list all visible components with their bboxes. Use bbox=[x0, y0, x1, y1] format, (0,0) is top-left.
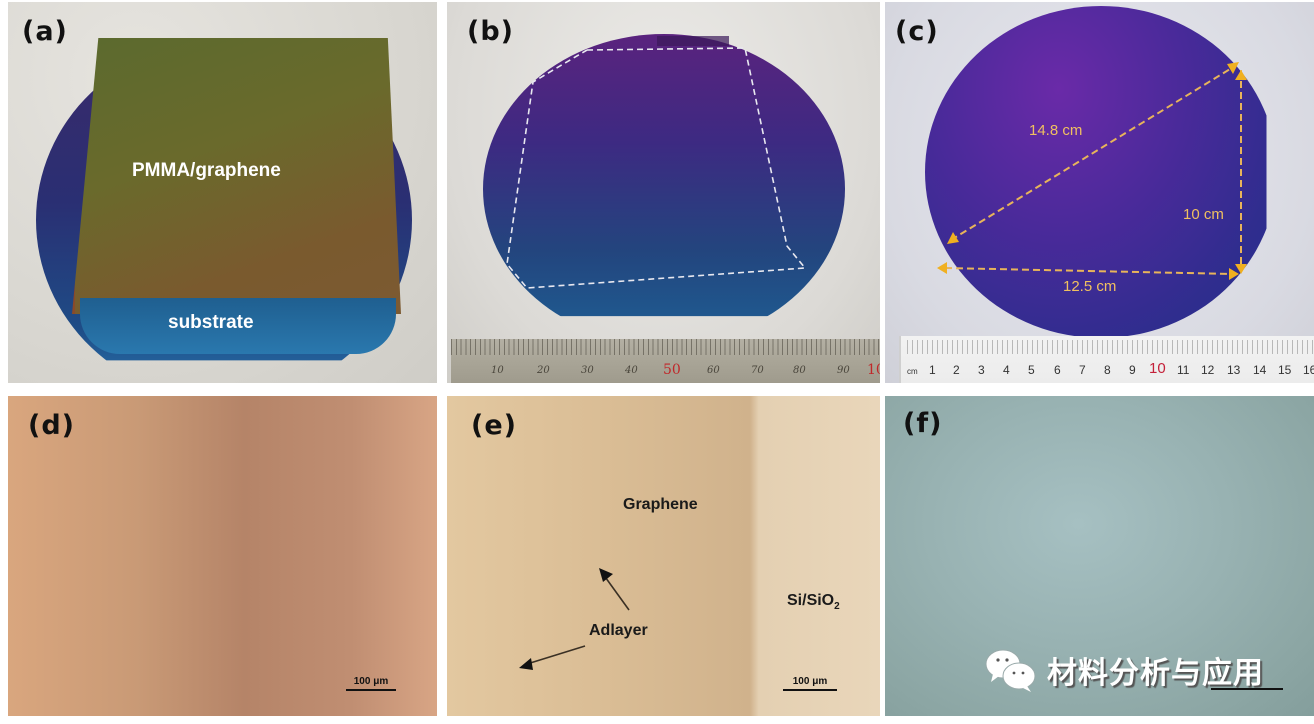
ruler-number: 9 bbox=[1129, 363, 1136, 377]
annotation-adlayer: Adlayer bbox=[589, 622, 648, 639]
arrowhead-icon bbox=[1235, 264, 1247, 274]
ruler-number-highlight: 50 bbox=[663, 362, 681, 378]
ruler-number: 20 bbox=[537, 365, 550, 376]
ruler-number: 4 bbox=[1003, 363, 1010, 377]
arrowhead-icon bbox=[599, 568, 613, 582]
ruler-number: 14 bbox=[1253, 363, 1267, 377]
watermark-text: 材料分析与应用 bbox=[1047, 657, 1264, 690]
scale-bar-label: 100 μm bbox=[353, 676, 389, 687]
panel-label: (a) bbox=[22, 16, 68, 47]
wafer bbox=[925, 6, 1267, 338]
ruler-number: 30 bbox=[581, 365, 594, 376]
wechat-icon bbox=[985, 649, 1036, 692]
ruler-ticks bbox=[451, 339, 880, 355]
ruler-number: 1 bbox=[929, 363, 936, 377]
panel-f: (f) 材料分析与应用 bbox=[885, 396, 1314, 716]
arrowhead-icon bbox=[1229, 268, 1239, 280]
panel-d: (d) 100 μm bbox=[8, 396, 437, 716]
ruler: cm 1 2 3 4 5 6 7 8 9 10 11 12 13 14 15 1… bbox=[899, 336, 1314, 383]
ruler-number: 12 bbox=[1201, 363, 1215, 377]
dimension-height: 10 cm bbox=[1183, 206, 1224, 223]
annotation-graphene: Graphene bbox=[623, 496, 698, 513]
ruler-number-highlight: 10 bbox=[867, 362, 880, 378]
panel-label: (e) bbox=[471, 410, 517, 441]
annotation-pmma-graphene: PMMA/graphene bbox=[132, 160, 281, 181]
arrowhead-icon bbox=[947, 232, 959, 244]
ruler-number: 5 bbox=[1028, 363, 1035, 377]
watermark: 材料分析与应用 bbox=[985, 648, 1264, 692]
panel-label: (d) bbox=[28, 410, 76, 441]
arrowhead-icon bbox=[1227, 62, 1239, 74]
panel-a: (a) PMMA/graphene substrate bbox=[8, 2, 437, 383]
ruler-number: 70 bbox=[751, 365, 764, 376]
scale-bar-line bbox=[346, 689, 396, 691]
ruler-number: 13 bbox=[1227, 363, 1241, 377]
arrowhead-icon bbox=[937, 262, 947, 274]
ruler-ticks bbox=[907, 340, 1314, 354]
annotation-substrate: substrate bbox=[168, 312, 254, 333]
scale-bar: 100 μm bbox=[346, 676, 396, 691]
ruler-unit: cm bbox=[907, 367, 918, 376]
ruler-number: 6 bbox=[1054, 363, 1061, 377]
ruler-number: 15 bbox=[1278, 363, 1292, 377]
scale-bar-line bbox=[1211, 688, 1283, 690]
ruler-number: 7 bbox=[1079, 363, 1086, 377]
scale-bar-label: 100 μm bbox=[792, 676, 828, 687]
arrowhead-icon bbox=[519, 658, 533, 670]
ruler-number: 80 bbox=[793, 365, 806, 376]
metal-ruler: 10 20 30 40 50 60 70 80 90 10 bbox=[451, 339, 880, 383]
substrate-region bbox=[80, 298, 396, 354]
panel-c: 14.8 cm 10 cm 12.5 cm cm 1 2 3 4 5 6 7 8… bbox=[885, 2, 1314, 383]
ruler-number-highlight: 10 bbox=[1149, 360, 1166, 377]
pmma-graphene-film bbox=[72, 38, 401, 314]
scale-bar: 100 μm bbox=[783, 676, 837, 691]
panel-label: (b) bbox=[467, 16, 515, 47]
ruler-number: 90 bbox=[837, 365, 850, 376]
ruler-number: 2 bbox=[953, 363, 960, 377]
ruler-number: 40 bbox=[625, 365, 638, 376]
arrowhead-icon bbox=[1235, 70, 1247, 80]
dashed-outline bbox=[506, 36, 807, 289]
ruler-number: 60 bbox=[707, 365, 720, 376]
ruler-number: 16 bbox=[1303, 363, 1314, 377]
panel-label: (c) bbox=[895, 16, 939, 47]
wafer bbox=[483, 34, 845, 317]
ruler-number: 10 bbox=[491, 365, 504, 376]
scale-bar-line bbox=[783, 689, 837, 691]
dimension-diagonal: 14.8 cm bbox=[1029, 122, 1083, 139]
ruler-number: 8 bbox=[1104, 363, 1111, 377]
ruler-number: 3 bbox=[978, 363, 985, 377]
ruler-number: 11 bbox=[1177, 363, 1190, 377]
panel-b: 10 20 30 40 50 60 70 80 90 10 (b) bbox=[447, 2, 880, 383]
dimension-width: 12.5 cm bbox=[1063, 278, 1117, 295]
panel-label: (f) bbox=[903, 408, 943, 439]
annotation-si-sio2: Si/SiO2 bbox=[787, 592, 840, 613]
dimension-arrows bbox=[937, 62, 1247, 280]
adlayer-arrows bbox=[519, 568, 630, 670]
panel-e: (e) Graphene Si/SiO2 Adlayer 100 μm bbox=[447, 396, 880, 716]
